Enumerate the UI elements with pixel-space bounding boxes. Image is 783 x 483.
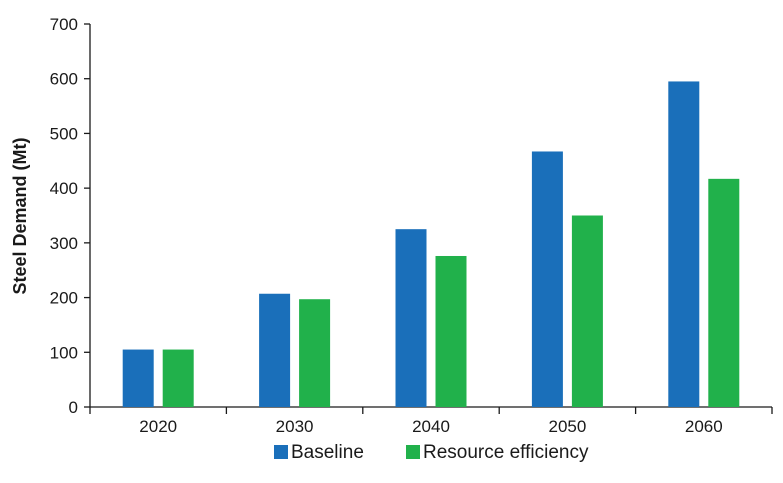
bar-baseline-2020	[122, 349, 154, 407]
y-tick-label: 500	[50, 124, 78, 143]
bars	[122, 81, 740, 407]
y-tick-label: 400	[50, 179, 78, 198]
bar-resource-efficiency-2050	[571, 215, 603, 407]
bar-baseline-2050	[531, 151, 563, 407]
y-tick-label: 300	[50, 234, 78, 253]
y-axis: 0 100 200 300 400 500 600 700	[50, 15, 91, 417]
x-tick-label: 2030	[276, 417, 314, 436]
y-tick-label: 700	[50, 15, 78, 34]
legend-swatch-resource-efficiency	[406, 445, 420, 459]
y-tick-label: 100	[50, 343, 78, 362]
bar-baseline-2030	[259, 293, 291, 407]
legend-swatch-baseline	[274, 445, 288, 459]
x-tick-label: 2020	[139, 417, 177, 436]
y-tick-label: 200	[50, 289, 78, 308]
legend-label: Baseline	[291, 442, 364, 463]
legend-label: Resource efficiency	[423, 442, 589, 463]
bar-resource-efficiency-2020	[162, 349, 194, 407]
x-tick-label: 2050	[548, 417, 586, 436]
y-tick-label: 600	[50, 70, 78, 89]
bar-baseline-2060	[668, 81, 700, 407]
y-tick-label: 0	[69, 398, 78, 417]
legend: Baseline Resource efficiency	[274, 442, 589, 463]
x-axis: 2020 2030 2040 2050 2060	[89, 406, 773, 436]
bar-baseline-2040	[395, 229, 427, 407]
bar-resource-efficiency-2030	[299, 299, 331, 407]
x-tick-label: 2060	[685, 417, 723, 436]
y-axis-title: Steel Demand (Mt)	[10, 137, 30, 294]
bar-resource-efficiency-2060	[708, 178, 740, 407]
x-tick-label: 2040	[412, 417, 450, 436]
bar-resource-efficiency-2040	[435, 255, 467, 407]
